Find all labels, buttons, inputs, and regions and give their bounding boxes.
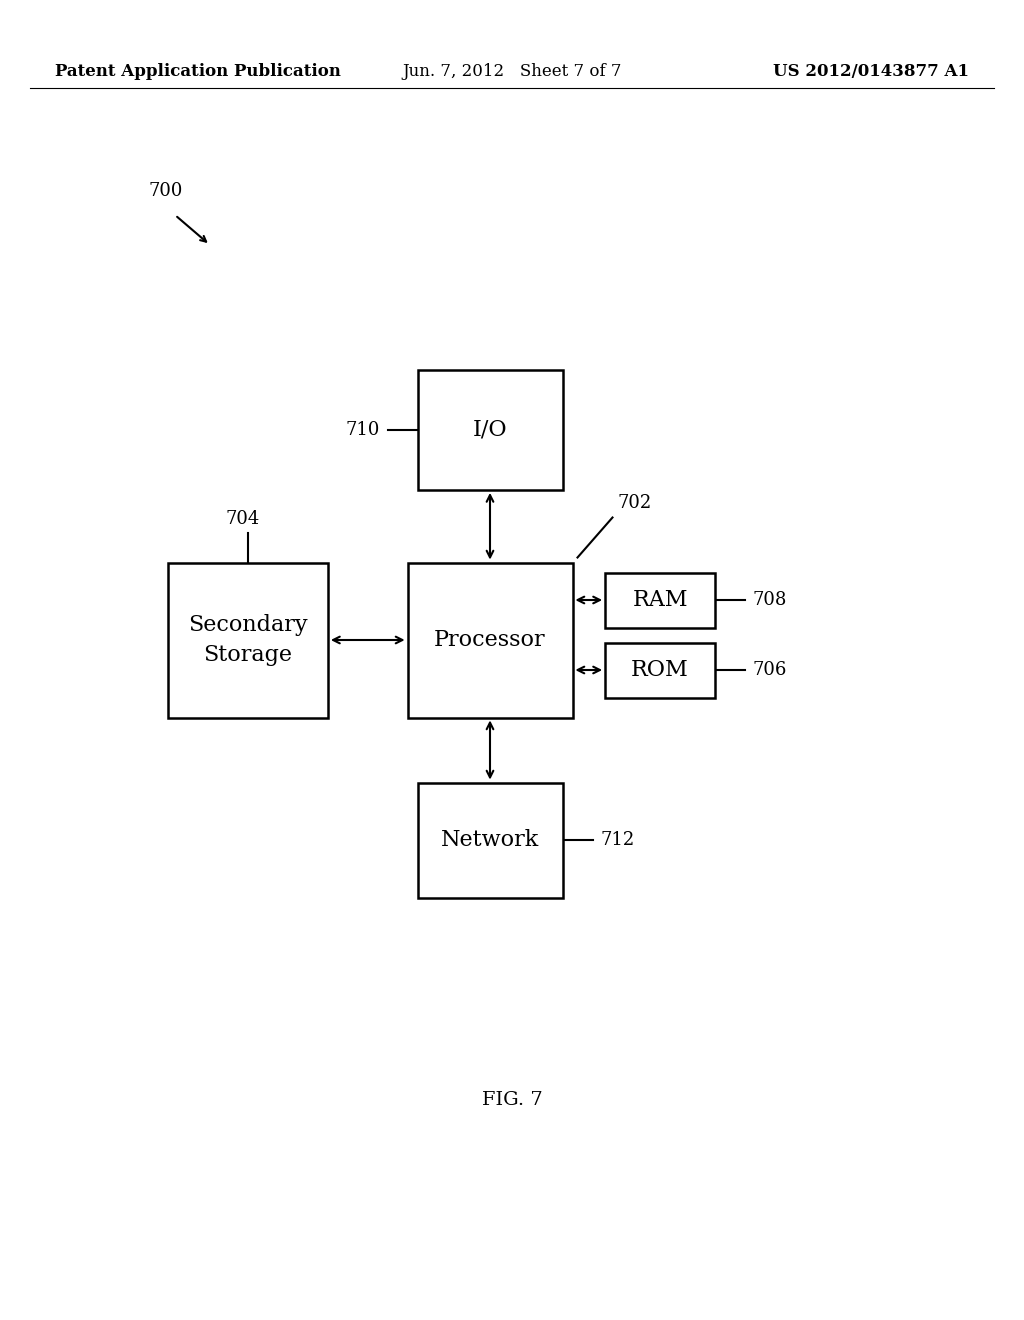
Text: Jun. 7, 2012   Sheet 7 of 7: Jun. 7, 2012 Sheet 7 of 7 bbox=[402, 63, 622, 81]
Text: 702: 702 bbox=[617, 495, 651, 512]
Text: 700: 700 bbox=[148, 182, 182, 201]
Text: Network: Network bbox=[441, 829, 539, 851]
Text: ROM: ROM bbox=[631, 659, 689, 681]
Bar bbox=[418, 370, 562, 490]
Bar bbox=[408, 562, 572, 718]
Text: Secondary
Storage: Secondary Storage bbox=[188, 614, 308, 667]
Bar bbox=[168, 562, 328, 718]
Text: 708: 708 bbox=[753, 591, 787, 609]
Text: RAM: RAM bbox=[632, 589, 688, 611]
Text: 704: 704 bbox=[226, 510, 260, 528]
Text: Patent Application Publication: Patent Application Publication bbox=[55, 63, 341, 81]
Text: 710: 710 bbox=[345, 421, 380, 440]
Text: US 2012/0143877 A1: US 2012/0143877 A1 bbox=[773, 63, 969, 81]
Bar bbox=[605, 643, 715, 697]
Bar bbox=[605, 573, 715, 627]
Text: I/O: I/O bbox=[473, 418, 507, 441]
Text: 712: 712 bbox=[600, 832, 635, 849]
Text: FIG. 7: FIG. 7 bbox=[481, 1092, 543, 1109]
Bar bbox=[418, 783, 562, 898]
Text: Processor: Processor bbox=[434, 630, 546, 651]
Text: 706: 706 bbox=[753, 661, 787, 678]
